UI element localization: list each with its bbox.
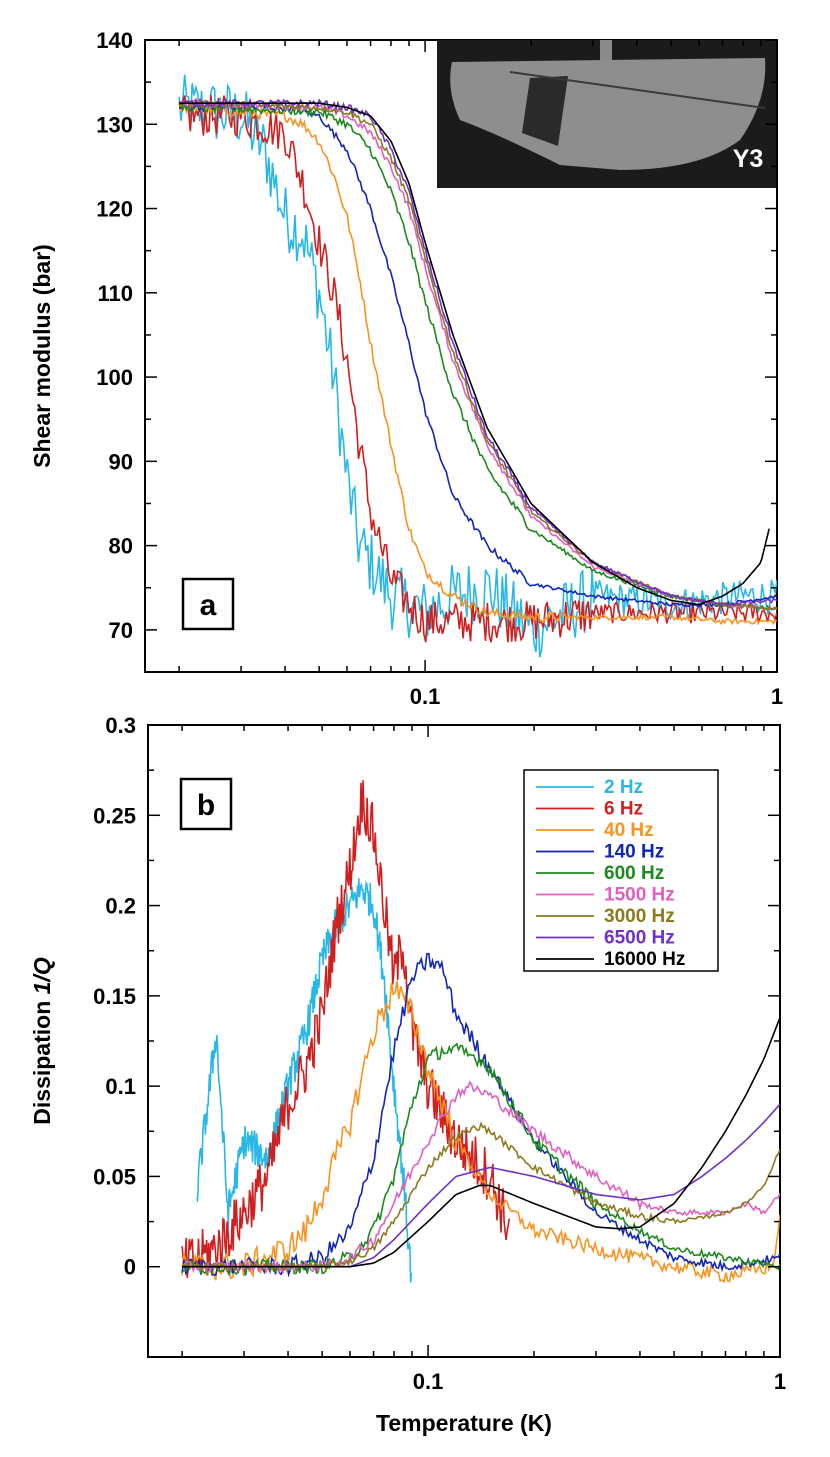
panel-a-series-group [178, 74, 777, 658]
legend-label-6-hz: 6 Hz [604, 799, 643, 820]
panel-a-series-6-hz [178, 95, 777, 643]
legend-label-40-hz: 40 Hz [604, 820, 654, 841]
legend-label-600-hz: 600 Hz [604, 863, 664, 884]
legend-label-140-hz: 140 Hz [604, 842, 664, 863]
panel-b-label-box [179, 777, 233, 831]
panel-a-y-tick-label: 100 [96, 365, 133, 390]
panel-b-label: b [197, 789, 215, 822]
panel-b-y-axis-title: Dissipation 1/Q [29, 957, 55, 1125]
panel-a-y-tick-label: 70 [109, 618, 133, 643]
panel-a-axes: 0.1 1 70 80 90 100 110 120 130 140 [96, 28, 783, 709]
panel-b-axes: 0.1 1 0 0.05 0.1 0.15 0.2 0.25 0.3 [93, 713, 786, 1394]
panel-b-series-6-hz [181, 780, 510, 1278]
inset-photo-crack [509, 71, 766, 109]
panel-a-y-tick-label: 140 [96, 28, 133, 53]
panel-a-x-tick-label: 1 [771, 684, 783, 709]
inset-photo-post [600, 40, 612, 60]
panel-a-x-tick-label: 0.1 [410, 684, 441, 709]
panel-b-y-axis-title-italic: 1/Q [29, 957, 55, 994]
panel-b-y-tick-label: 0.15 [93, 984, 136, 1009]
legend-label-1500-hz: 1500 Hz [604, 885, 675, 906]
legend-label-3000-hz: 3000 Hz [604, 906, 675, 927]
panel-a-label: a [200, 589, 217, 622]
panel-b-x-tick-label: 1 [774, 1369, 786, 1394]
panel-b-y-tick-label: 0.05 [93, 1164, 136, 1189]
panel-a-series-6500-hz [178, 97, 777, 607]
panel-b-y-axis-title-prefix: Dissipation [29, 994, 55, 1124]
panel-b-y-tick-label: 0 [124, 1255, 136, 1280]
panel-b-y-tick-label: 0.3 [105, 713, 136, 738]
panel-a-y-axis-title: Shear modulus (bar) [29, 244, 55, 468]
legend-label-2-hz: 2 Hz [604, 777, 643, 798]
panel-a-y-tick-label: 130 [96, 112, 133, 137]
inset-photo-wedge [522, 76, 568, 146]
panel-a: Y3 0.1 1 70 80 90 100 110 120 130 140 a Shear mod… [29, 28, 783, 709]
panel-b-y-tick-label: 0.25 [93, 803, 136, 828]
panel-a-y-tick-label: 90 [109, 449, 133, 474]
legend-label-6500-hz: 6500 Hz [604, 928, 675, 949]
panel-b-series-2-hz [195, 878, 413, 1283]
panel-a-series-16000-hz [179, 102, 770, 606]
panel-b-y-tick-label: 0.1 [105, 1074, 136, 1099]
panel-a-series-3000-hz [178, 98, 777, 611]
panel-b-series-40-hz [181, 981, 780, 1284]
panel-b-series-16000-hz [182, 1017, 780, 1268]
panel-b-x-tick-label: 0.1 [413, 1369, 444, 1394]
legend-label-16000-hz: 16000 Hz [604, 949, 685, 970]
x-axis-title: Temperature (K) [376, 1410, 552, 1436]
inset-photo-label: Y3 [733, 145, 764, 173]
panel-b-y-tick-label: 0.2 [105, 894, 136, 919]
panel-a-label-box [181, 577, 235, 631]
panel-a-y-tick-label: 110 [98, 281, 134, 306]
panel-a-y-tick-label: 80 [109, 534, 133, 559]
panel-b: 0.1 1 0 0.05 0.1 0.15 0.2 0.25 0.3 b 2 Hz6 Hz40 … [29, 713, 786, 1436]
panel-b-series-140-hz [181, 952, 780, 1278]
panel-a-y-tick-label: 120 [96, 197, 133, 222]
inset-photo: Y3 [437, 40, 776, 188]
panel-b-series-group [181, 780, 780, 1284]
panel-a-series-40-hz [178, 102, 777, 626]
